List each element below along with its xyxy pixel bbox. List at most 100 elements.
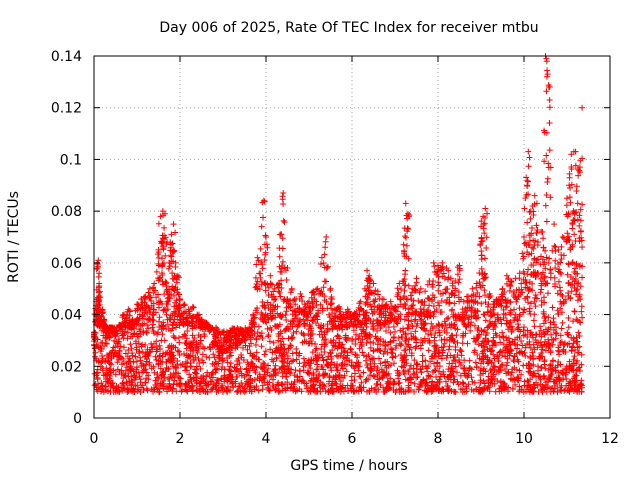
data-point-band [147, 348, 154, 355]
data-point-band [348, 377, 355, 384]
data-point-band [546, 342, 553, 349]
data-point [547, 194, 554, 201]
data-point [446, 299, 453, 306]
data-point-band [400, 368, 407, 375]
data-point-band [343, 368, 350, 375]
data-point-peak [220, 350, 226, 357]
data-point [449, 306, 456, 313]
data-point-band [460, 380, 467, 387]
data-point-band [536, 353, 543, 360]
data-point-band [300, 367, 307, 374]
data-point [276, 321, 283, 328]
data-point-band [307, 327, 314, 334]
data-point [150, 289, 157, 296]
data-point [547, 270, 554, 277]
data-point [95, 289, 102, 296]
data-point-band [463, 383, 470, 390]
data-point [166, 286, 173, 293]
data-point [546, 119, 553, 126]
data-point-band [168, 342, 175, 349]
data-point-band [475, 388, 482, 395]
data-point [363, 309, 370, 316]
data-point-band [419, 352, 426, 359]
data-point-band [237, 365, 244, 372]
data-point [555, 260, 562, 267]
data-point [357, 324, 364, 331]
data-point-band [496, 334, 503, 341]
data-point-band [499, 329, 506, 336]
data-point [566, 194, 573, 201]
data-point [320, 284, 327, 291]
data-point-peak [250, 311, 257, 318]
data-point [532, 294, 539, 301]
data-point [364, 282, 371, 289]
y-tick-label: 0.14 [51, 49, 82, 65]
data-point [478, 218, 485, 225]
data-point-band [429, 369, 436, 376]
data-point [555, 278, 562, 285]
data-point [277, 293, 284, 300]
data-point-band [338, 350, 345, 357]
data-point-band [219, 385, 226, 392]
data-point-band [428, 331, 435, 338]
data-point-band [511, 358, 518, 365]
data-point-band [555, 358, 562, 365]
data-point [543, 73, 550, 80]
data-point-band [509, 385, 516, 392]
data-point [465, 316, 472, 323]
data-point-band [564, 331, 571, 338]
data-point [257, 245, 264, 252]
data-point-band [537, 339, 544, 346]
data-point-band [389, 350, 396, 357]
data-point [413, 308, 420, 315]
data-point [405, 213, 412, 220]
data-point-band [137, 376, 144, 383]
data-point [476, 279, 483, 286]
data-point [315, 310, 322, 317]
data-point [152, 309, 159, 316]
data-point-band [558, 338, 565, 345]
data-point-band [307, 335, 314, 342]
data-point [484, 308, 491, 315]
data-point-band [317, 379, 324, 386]
data-point-band [261, 351, 268, 358]
data-point-band [244, 369, 251, 376]
data-point-band [373, 381, 380, 388]
data-point [318, 322, 325, 329]
data-point-band [425, 331, 432, 338]
data-point [579, 314, 586, 321]
data-point-band [490, 371, 497, 378]
data-point [215, 331, 222, 338]
data-point-band [179, 333, 186, 340]
data-point-band [160, 377, 167, 384]
data-point-peak [521, 234, 527, 240]
data-point [97, 294, 104, 301]
data-point-band [249, 360, 256, 367]
data-point-band [160, 350, 167, 357]
data-point-band [578, 382, 585, 389]
data-point [170, 275, 177, 282]
data-point-band [294, 373, 301, 380]
data-point [425, 310, 432, 317]
data-point-band [261, 373, 268, 380]
data-point [328, 294, 335, 301]
data-point [555, 310, 562, 317]
data-point [402, 267, 409, 274]
data-point-band [421, 335, 428, 342]
data-point-band [508, 371, 515, 378]
data-point [578, 308, 585, 315]
data-point-peak [499, 285, 506, 292]
data-point-band [130, 331, 137, 338]
data-point-band [238, 380, 245, 387]
data-point-band [120, 335, 127, 342]
data-point [530, 208, 537, 215]
data-point-peak [260, 197, 267, 204]
data-point [279, 235, 286, 242]
data-point-band [443, 329, 450, 336]
data-point-band [133, 346, 140, 353]
data-point-peak [301, 301, 308, 308]
data-point [498, 320, 505, 327]
data-point-band [137, 354, 144, 361]
data-point-band [441, 336, 448, 343]
data-point-band [387, 375, 394, 382]
